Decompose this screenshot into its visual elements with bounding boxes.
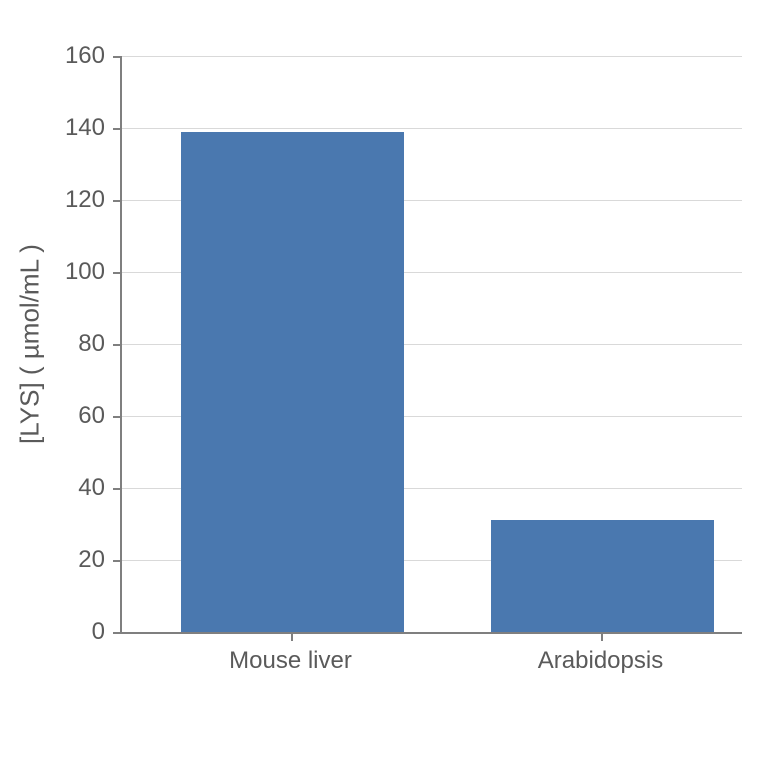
- y-tick-mark: [113, 272, 120, 274]
- y-tick-label: 20: [0, 546, 105, 574]
- y-tick-mark: [113, 632, 120, 634]
- y-tick-mark: [113, 56, 120, 58]
- y-tick-mark: [113, 416, 120, 418]
- chart-container: [LYS] ( µmol/mL ) 020406080100120140160M…: [0, 0, 764, 764]
- x-tick-label: Mouse liver: [229, 647, 352, 675]
- gridline: [122, 56, 742, 57]
- y-tick-label: 80: [0, 330, 105, 358]
- y-tick-label: 160: [0, 42, 105, 70]
- x-tick-mark: [291, 634, 293, 641]
- y-tick-mark: [113, 560, 120, 562]
- y-tick-label: 140: [0, 114, 105, 142]
- x-tick-label: Arabidopsis: [538, 647, 663, 675]
- y-tick-label: 60: [0, 402, 105, 430]
- y-tick-label: 120: [0, 186, 105, 214]
- y-tick-mark: [113, 128, 120, 130]
- y-tick-mark: [113, 344, 120, 346]
- bar: [181, 132, 404, 632]
- y-tick-label: 40: [0, 474, 105, 502]
- y-tick-label: 0: [0, 618, 105, 646]
- x-tick-mark: [601, 634, 603, 641]
- gridline: [122, 128, 742, 129]
- bar: [491, 520, 714, 632]
- y-tick-mark: [113, 200, 120, 202]
- plot-area: [120, 56, 742, 634]
- y-tick-label: 100: [0, 258, 105, 286]
- y-tick-mark: [113, 488, 120, 490]
